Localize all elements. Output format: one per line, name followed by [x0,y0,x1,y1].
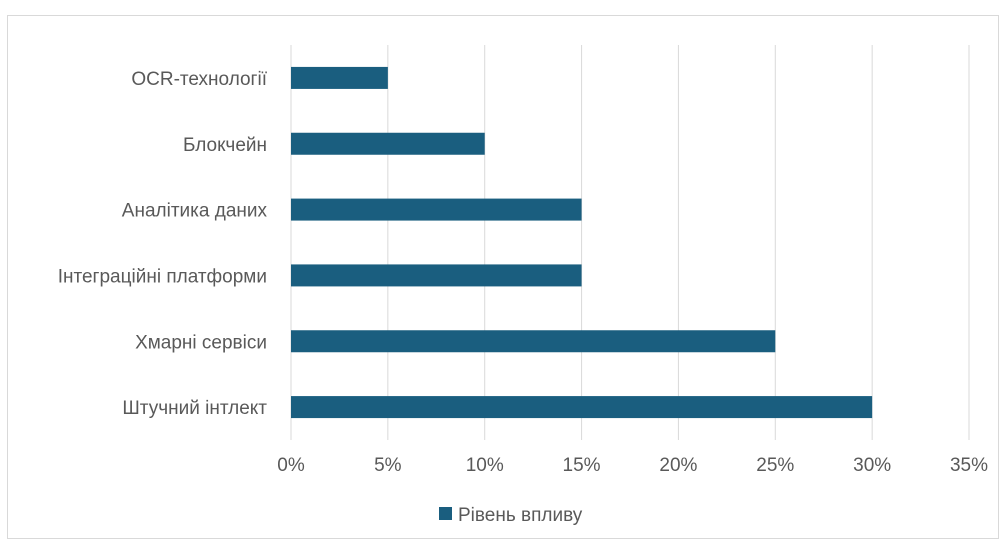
x-tick-label: 10% [466,455,504,476]
category-label: Інтеграційні платформи [58,266,267,287]
x-tick-labels: 0% 5% 10% 15% 20% 25% 30% 35% [277,455,988,476]
bar [291,396,873,419]
bar [291,66,388,89]
category-label: OCR-технології [131,69,267,90]
legend-swatch [439,507,452,520]
bars [291,66,873,419]
bar [291,198,582,221]
category-labels: OCR-технології Блокчейн Аналітика даних Інт… [58,69,268,419]
category-label: Хмарні сервіси [135,332,267,353]
category-label: Штучний інтлект [122,398,267,419]
x-tick-label: 30% [853,455,891,476]
x-tick-label: 5% [374,455,402,476]
bar [291,132,485,155]
gridlines [290,45,970,440]
category-label: Аналітика даних [122,201,268,222]
x-tick-label: 15% [563,455,601,476]
x-tick-label: 25% [756,455,794,476]
bar [291,330,776,353]
legend-label: Рівень впливу [458,505,583,526]
category-label: Блокчейн [183,135,267,156]
x-tick-label: 0% [277,455,305,476]
bar [291,264,582,287]
x-tick-label: 20% [659,455,697,476]
x-tick-label: 35% [950,455,988,476]
legend: Рівень впливу [439,505,583,526]
